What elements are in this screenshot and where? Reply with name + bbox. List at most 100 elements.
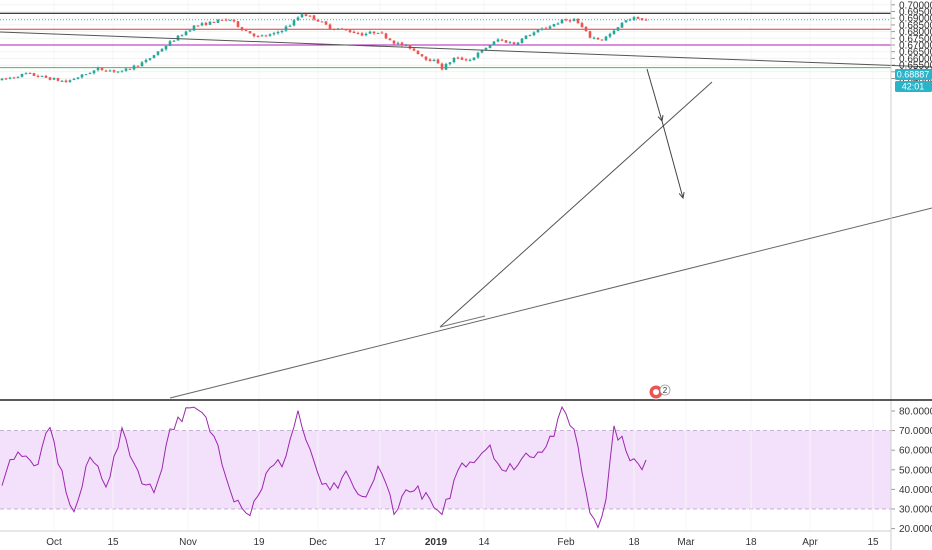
time-tick-label: Apr [802,537,818,548]
candle-body [620,22,624,28]
candle-body [544,28,548,30]
candle-body [144,60,148,63]
candle-body [352,31,356,34]
candle-body [368,31,372,34]
candle-body [288,25,292,27]
current-price-label: 0.68887 [897,70,930,80]
candle-body [276,31,280,34]
lower-rising-trendline[interactable] [169,207,932,399]
candle-body [176,35,180,41]
candle-body [284,26,288,31]
candle-body [124,68,128,71]
time-tick-label: Mar [677,537,695,548]
rsi-tick-label: 20.0000 [899,524,932,535]
candle-body [228,19,232,21]
event-marker-inner [653,389,659,395]
rsi-tick-label: 50.0000 [899,465,932,476]
candle-body [372,31,376,34]
candle-body [252,33,256,37]
candle-body [12,77,16,79]
candle-body [268,34,272,36]
candle-body [624,20,628,23]
price-tick-label: 0.66000 [899,54,932,65]
price-tick-label: 0.68000 [899,27,932,38]
price-tick-label: 0.65500 [899,61,932,72]
time-tick-label: 17 [374,537,386,548]
candle-body [500,39,504,41]
candle-body [476,52,480,58]
price-tick-label: 0.68500 [899,20,932,31]
candle-body [560,19,564,24]
candle-body [604,36,608,41]
candle-body [528,35,532,37]
candle-body [24,73,28,75]
candle-body [8,77,12,79]
candle-body [392,40,396,44]
candle-body [460,57,464,60]
candle-body [56,78,60,81]
candle-body [524,35,528,39]
candle-body [116,71,120,73]
descending-trendline[interactable] [0,31,932,68]
drawing-tools[interactable] [0,31,932,399]
candle-body [100,67,104,71]
time-tick-label: Feb [557,537,575,548]
price-tick-label: 0.67500 [899,34,932,45]
event-marker-badge [659,384,671,396]
candle-body [148,58,152,60]
upper-rising-trendline[interactable] [439,81,713,328]
candle-body [200,23,204,26]
candle-body [512,42,516,45]
candle-body [164,46,168,50]
candle-body [440,63,444,70]
candle-body [576,18,580,24]
candle-body [472,57,476,61]
candle-body [68,80,72,82]
candle-body [196,25,200,27]
candle-body [592,37,596,39]
candle-body [216,19,220,23]
countdown-tag [895,81,932,92]
candle-body [612,30,616,34]
candle-body [220,19,224,21]
candle-body [616,27,620,31]
candle-body [388,38,392,41]
candle-body [152,55,156,58]
candle-body [136,65,140,67]
candle-body [428,59,432,62]
candle-body [328,24,332,30]
candle-body [400,42,404,46]
time-tick-label: 18 [628,537,640,548]
candle-body [28,72,32,74]
candle-body [232,19,236,22]
candle-body [300,14,304,18]
candle-body [628,19,632,21]
candle-body [208,21,212,25]
candle-body [44,75,48,78]
candle-body [188,30,192,32]
candle-body [248,31,252,34]
event-marker[interactable]: 2 [648,384,671,400]
candle-body [480,49,484,53]
candle-body [416,50,420,55]
candle-body [640,18,644,20]
candle-body [292,20,296,26]
low-to-trend-connector[interactable] [439,315,486,328]
candle-body [72,78,76,80]
candle-body [508,42,512,44]
price-tick-label: 0.70000 [899,0,932,11]
candle-body [0,78,4,81]
candle-body [132,65,136,70]
countdown-label: 42:01 [902,82,925,92]
rsi-tick-label: 70.0000 [899,426,932,437]
price-tick-label: 0.67000 [899,41,932,52]
candle-body [432,59,436,62]
candle-body [168,41,172,46]
time-tick-label: 14 [478,537,490,548]
candle-body [180,35,184,37]
candle-body [156,51,160,55]
candle-body [448,62,452,65]
candle-body [520,38,524,43]
time-tick-label: 15 [867,537,879,548]
